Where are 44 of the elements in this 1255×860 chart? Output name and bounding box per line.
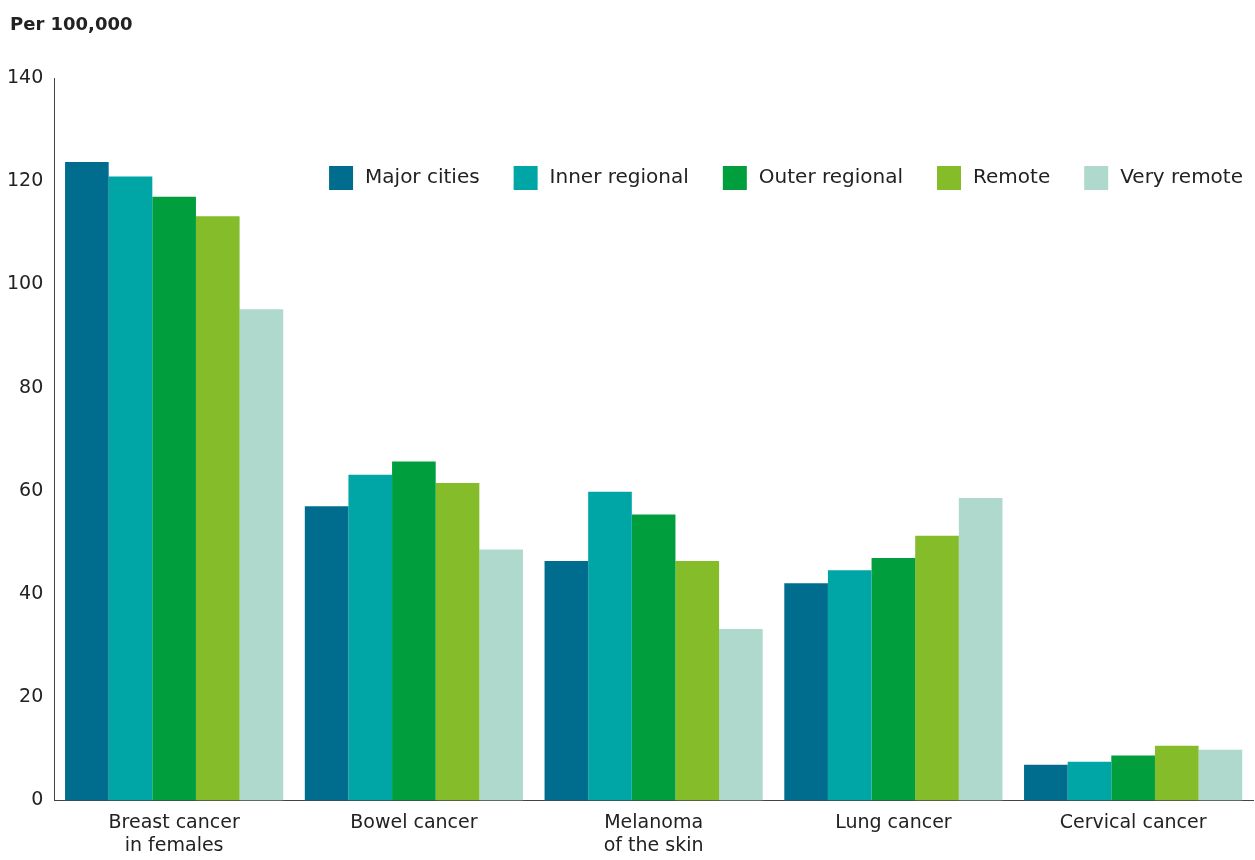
y-tick-label: 20 bbox=[19, 684, 44, 707]
bar bbox=[958, 498, 1003, 801]
bar bbox=[1111, 755, 1155, 801]
y-tick-label: 0 bbox=[31, 787, 44, 810]
y-tick-label: 100 bbox=[7, 271, 44, 294]
bar bbox=[435, 483, 480, 801]
y-tick-label: 140 bbox=[7, 64, 44, 87]
bar bbox=[304, 506, 349, 801]
legend-label: Very remote bbox=[1120, 164, 1244, 189]
bar bbox=[915, 535, 959, 801]
bar bbox=[392, 461, 436, 801]
legend-label: Outer regional bbox=[758, 164, 904, 189]
bar bbox=[239, 309, 284, 801]
legend-label: Inner regional bbox=[549, 164, 689, 189]
bar bbox=[1024, 764, 1068, 801]
legend-label: Remote bbox=[973, 164, 1051, 189]
x-tick-label: Breast cancer in females bbox=[108, 809, 240, 855]
y-tick-label: 80 bbox=[19, 374, 44, 397]
bar bbox=[675, 560, 720, 801]
bar bbox=[348, 474, 393, 801]
y-axis-title: Per 100,000 bbox=[10, 12, 133, 34]
bar bbox=[827, 570, 872, 801]
bar bbox=[784, 583, 828, 801]
bar bbox=[1067, 761, 1112, 801]
x-tick-label: Lung cancer bbox=[835, 809, 952, 832]
bar bbox=[719, 629, 763, 801]
x-tick-label: Cervical cancer bbox=[1059, 809, 1207, 832]
bar bbox=[195, 216, 240, 801]
legend-label: Major cities bbox=[365, 164, 480, 189]
y-tick-label: 40 bbox=[19, 580, 44, 603]
bar bbox=[631, 514, 676, 801]
bar bbox=[108, 176, 153, 801]
bar bbox=[544, 560, 589, 801]
x-tick-label: Bowel cancer bbox=[350, 809, 478, 832]
bar bbox=[152, 196, 196, 801]
bar bbox=[65, 162, 109, 801]
bar bbox=[871, 557, 916, 801]
y-tick-label: 120 bbox=[7, 168, 44, 191]
bar bbox=[1154, 745, 1199, 801]
bar bbox=[588, 491, 632, 801]
x-tick-label: Melanoma of the skin bbox=[603, 809, 704, 855]
bar bbox=[479, 549, 523, 801]
y-tick-label: 60 bbox=[19, 477, 44, 500]
bar bbox=[1198, 749, 1243, 801]
